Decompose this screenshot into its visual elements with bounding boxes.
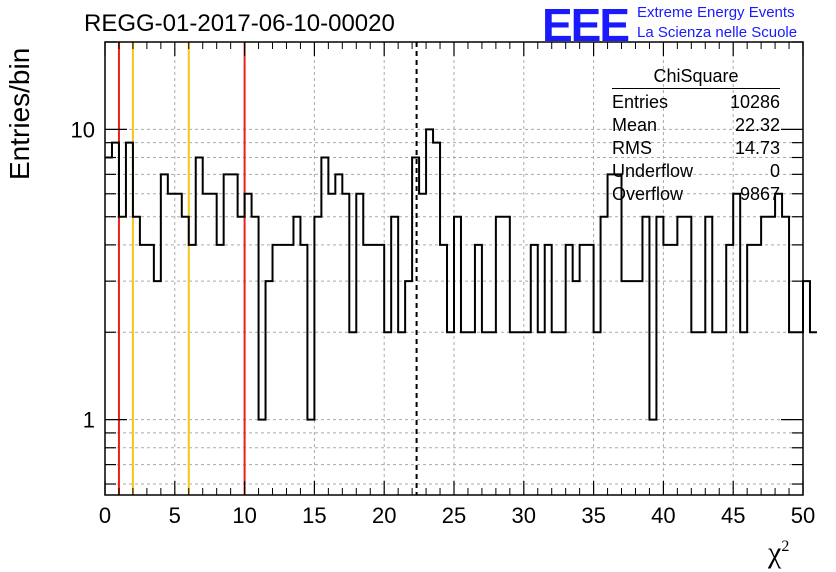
stats-label: Mean — [612, 115, 658, 135]
stats-row-overflow: Overflow 9867 — [612, 183, 780, 206]
stats-value: 0 — [769, 161, 780, 181]
stats-box: ChiSquare Entries 10286 Mean 22.32 RMS 14.7… — [612, 66, 780, 206]
org-name-line1: Extreme Energy Events — [637, 4, 795, 21]
x-tick-label: 35 — [581, 503, 605, 528]
x-tick-label: 10 — [232, 503, 256, 528]
stats-title: ChiSquare — [612, 66, 780, 89]
x-tick-label: 45 — [721, 503, 745, 528]
y-axis-label: Entries/bin — [4, 47, 35, 180]
stats-label: Underflow — [612, 161, 694, 181]
x-tick-label: 25 — [442, 503, 466, 528]
stats-value: 14.73 — [734, 138, 780, 158]
stats-value: 22.32 — [734, 115, 780, 135]
x-axis-label: χ2 — [768, 536, 790, 569]
stats-row-rms: RMS 14.73 — [612, 137, 780, 160]
histogram-series — [105, 128, 817, 421]
x-tick-label: 5 — [169, 503, 181, 528]
stats-label: Overflow — [612, 184, 684, 204]
y-tick-label: 1 — [83, 408, 95, 433]
x-tick-label: 0 — [99, 503, 111, 528]
stats-label: Entries — [612, 92, 669, 112]
x-tick-label: 30 — [512, 503, 536, 528]
eee-logo: EEE — [542, 0, 630, 51]
stats-row-entries: Entries 10286 — [612, 91, 780, 114]
stats-label: RMS — [612, 138, 652, 158]
x-tick-label: 15 — [302, 503, 326, 528]
y-tick-label: 10 — [71, 117, 95, 142]
x-tick-label: 40 — [651, 503, 675, 528]
reference-lines — [117, 42, 418, 495]
x-tick-label: 50 — [791, 503, 815, 528]
stats-value: 9867 — [739, 184, 780, 204]
axis-ticks — [104, 41, 804, 495]
tick-labels: 0 5 10 15 20 25 30 35 40 45 50 1 10 — [71, 117, 816, 528]
org-name-line2: La Scienza nelle Scuole — [637, 24, 798, 41]
chart-title: REGG-01-2017-06-10-00020 — [84, 10, 395, 37]
x-tick-label: 20 — [372, 503, 396, 528]
stats-value: 10286 — [729, 92, 780, 112]
stats-row-underflow: Underflow 0 — [612, 160, 780, 183]
stats-row-mean: Mean 22.32 — [612, 114, 780, 137]
